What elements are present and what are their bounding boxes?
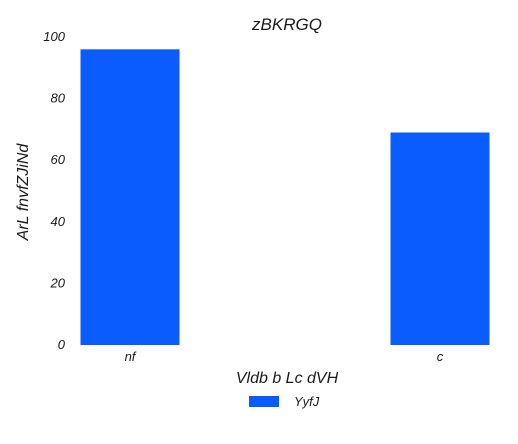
- y-tick-label: 60: [51, 152, 66, 167]
- y-axis-ticks: 0 20 40 60 80 100: [43, 29, 65, 352]
- y-axis-label: ArL fnvfZJiNd: [15, 143, 32, 242]
- legend-label: YyfJ: [294, 394, 320, 409]
- y-tick-label: 0: [58, 337, 66, 352]
- y-tick-label: 20: [50, 275, 66, 290]
- y-tick-label: 80: [51, 91, 66, 106]
- bars: [80, 49, 490, 345]
- x-axis-ticks: nf c: [125, 349, 444, 364]
- bar-nf: [80, 49, 180, 345]
- bar-c: [390, 132, 490, 345]
- legend: YyfJ: [249, 394, 320, 409]
- chart-title: zBKRGQ: [251, 15, 322, 34]
- x-tick-label: nf: [125, 349, 137, 364]
- x-tick-label: c: [437, 349, 444, 364]
- y-tick-label: 100: [43, 29, 65, 44]
- x-axis-label: Vldb b Lc dVH: [236, 370, 339, 387]
- y-tick-label: 40: [51, 214, 66, 229]
- legend-swatch: [249, 396, 279, 407]
